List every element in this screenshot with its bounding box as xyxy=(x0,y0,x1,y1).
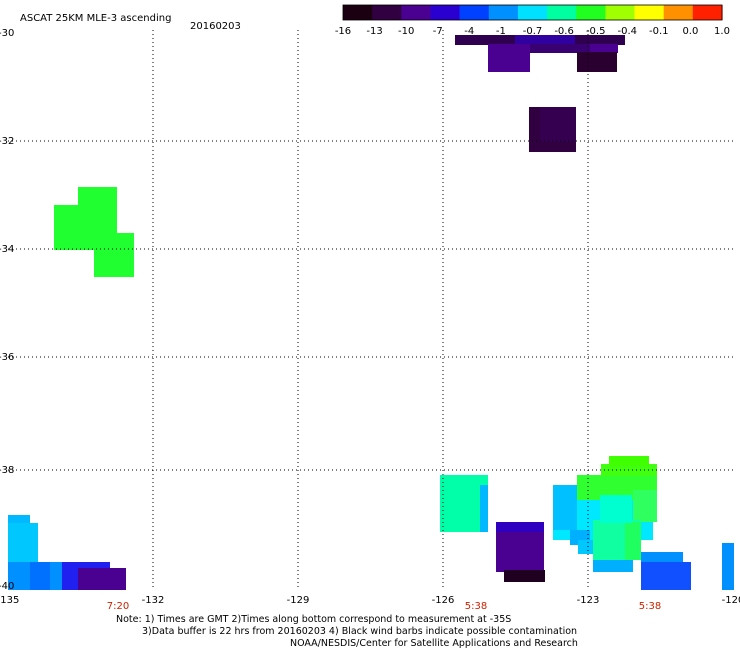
lon-tick-label: -120 xyxy=(722,595,740,606)
map-date: 20160203 xyxy=(190,21,241,32)
lon-tick-label: -132 xyxy=(142,595,165,606)
data-cells xyxy=(8,35,734,590)
time-label: 7:20 xyxy=(107,601,129,612)
data-cell xyxy=(553,485,577,530)
colorbar-label: -0.5 xyxy=(586,26,606,37)
data-cell xyxy=(78,568,126,590)
grid xyxy=(8,30,734,590)
data-cell xyxy=(600,495,632,523)
note-line-3: NOAA/NESDIS/Center for Satellite Applica… xyxy=(290,638,578,649)
lon-tick-label: -126 xyxy=(432,595,455,606)
data-cell xyxy=(609,456,649,466)
data-cell xyxy=(480,485,488,532)
colorbar-label: -1 xyxy=(496,26,506,37)
lat-tick-label: -30 xyxy=(0,28,14,39)
time-label: 5:38 xyxy=(465,601,487,612)
colorbar-label: -13 xyxy=(366,26,382,37)
lat-tick-label: -34 xyxy=(0,244,14,255)
colorbar-swatch xyxy=(343,5,373,20)
colorbar-label: -0.7 xyxy=(523,26,543,37)
data-cell xyxy=(540,107,576,142)
colorbar-label: -10 xyxy=(398,26,414,37)
map-title: ASCAT 25KM MLE-3 ascending xyxy=(20,13,171,24)
colorbar-swatch xyxy=(459,5,490,20)
data-cell xyxy=(515,35,575,45)
colorbar-label: -7 xyxy=(433,26,443,37)
colorbar: -16 -13 -10 -7 -4 -1 -0.7 -0.6 -0.5 -0.4 -0.1 0.0 1.… xyxy=(335,4,730,37)
colorbar-swatch xyxy=(576,5,606,20)
lon-tick-label: -123 xyxy=(577,595,600,606)
colorbar-swatch xyxy=(547,5,577,20)
data-cell xyxy=(593,560,633,572)
data-cell xyxy=(30,562,50,590)
colorbar-label: 0.0 xyxy=(682,26,698,37)
colorbar-swatch xyxy=(605,5,636,20)
lat-tick-label: -40 xyxy=(0,581,14,592)
data-cell xyxy=(488,52,530,72)
colorbar-label: -0.1 xyxy=(649,26,669,37)
data-cell xyxy=(496,522,544,532)
data-cell xyxy=(722,543,734,590)
lat-tick-label: -38 xyxy=(0,465,14,476)
colorbar-swatch xyxy=(372,5,402,20)
note-line-1: Note: 1) Times are GMT 2)Times along bot… xyxy=(116,614,512,625)
lon-tick-label: -129 xyxy=(287,595,310,606)
lat-tick-label: -32 xyxy=(0,136,14,147)
data-cell xyxy=(625,522,641,560)
data-cell xyxy=(504,570,545,582)
data-cell xyxy=(641,552,683,564)
colorbar-label: -0.6 xyxy=(554,26,574,37)
note-line-2: 3)Data buffer is 22 hrs from 20160203 4)… xyxy=(142,626,578,637)
time-label: 5:38 xyxy=(639,601,661,612)
colorbar-swatch xyxy=(517,5,548,20)
data-cell xyxy=(577,52,617,72)
data-cell xyxy=(530,44,590,53)
data-cell xyxy=(641,562,691,590)
colorbar-swatch xyxy=(430,5,461,20)
colorbar-swatch xyxy=(663,5,694,20)
colorbar-swatch xyxy=(401,5,432,20)
lon-tick-label: -135 xyxy=(0,595,19,606)
colorbar-label: -0.4 xyxy=(618,26,638,37)
colorbar-label: 1.0 xyxy=(714,26,730,37)
lat-tick-label: -36 xyxy=(0,352,14,363)
colorbar-label: -4 xyxy=(464,26,474,37)
colorbar-swatch xyxy=(692,5,723,20)
data-cell xyxy=(94,233,134,277)
colorbar-border xyxy=(342,4,723,21)
data-cell xyxy=(633,490,657,522)
colorbar-swatch xyxy=(488,5,519,20)
data-cell xyxy=(8,523,38,568)
colorbar-swatch xyxy=(634,5,665,20)
colorbar-label: -16 xyxy=(335,26,351,37)
